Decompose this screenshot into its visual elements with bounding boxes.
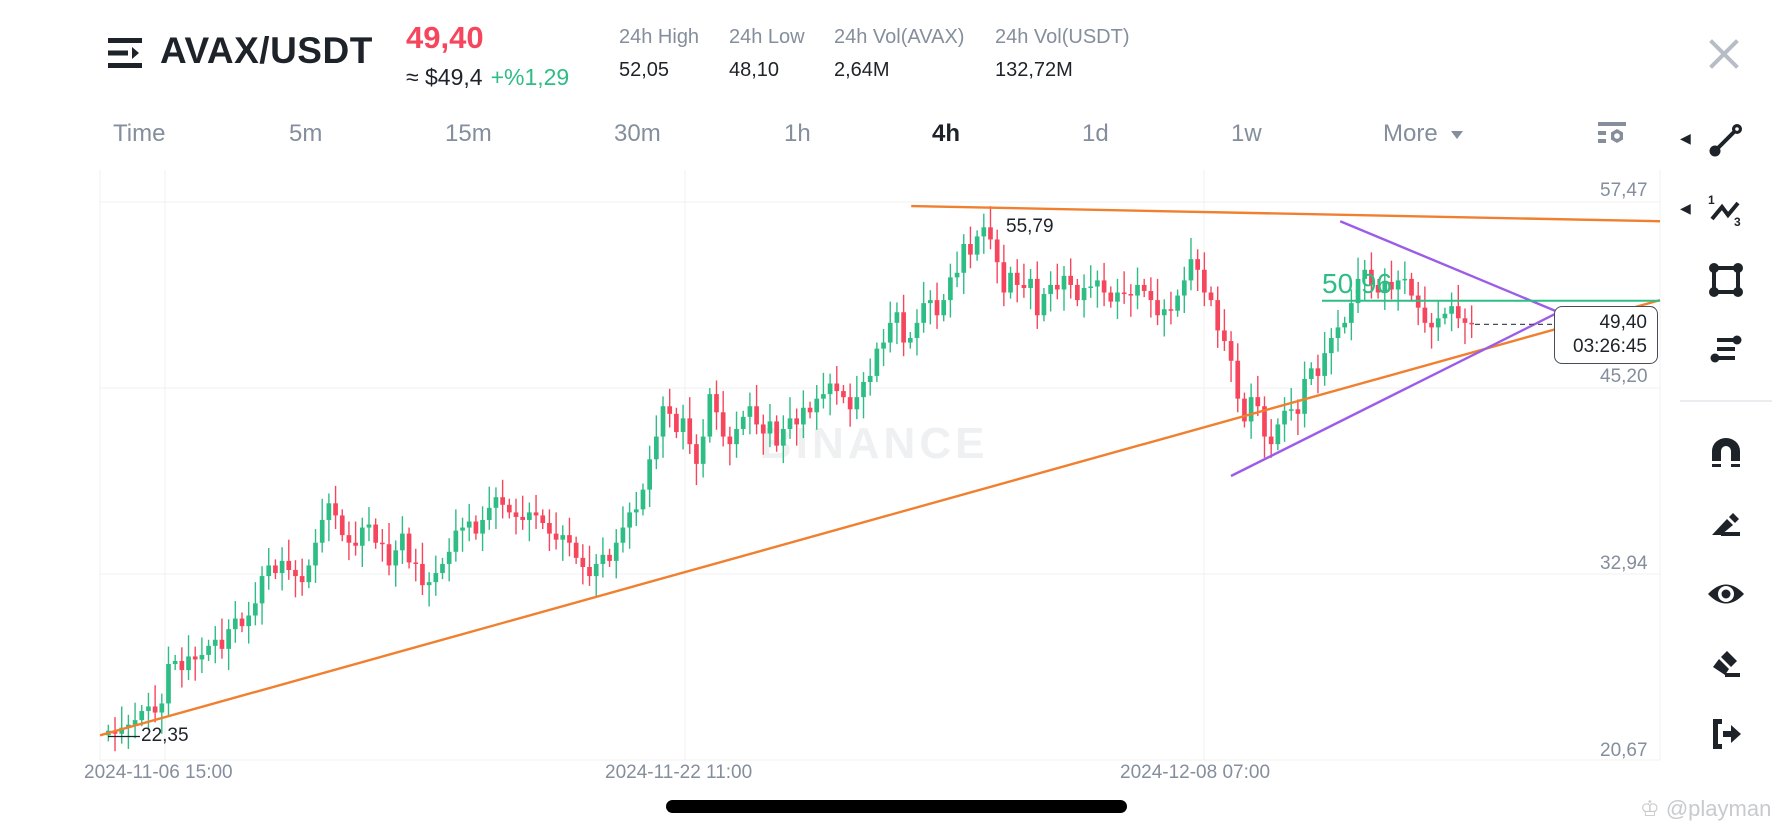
low-marker-label: 22,35: [141, 725, 189, 746]
stat-label: 24h Vol(AVAX): [834, 26, 965, 48]
stat-value: 132,72M: [995, 59, 1073, 81]
y-tick-label: 32,94: [1600, 553, 1648, 574]
tab-time[interactable]: Time: [113, 120, 166, 147]
rectangle-tool[interactable]: [1700, 258, 1752, 302]
high-marker-label: 55,79: [1006, 216, 1054, 237]
credit-watermark: ♔ @playman: [1640, 796, 1772, 821]
tab-15m[interactable]: 15m: [445, 120, 492, 147]
eye-icon: [1708, 584, 1744, 604]
lines-tool[interactable]: [1700, 330, 1752, 374]
pair-title[interactable]: AVAX/USDT: [160, 30, 373, 71]
svg-text:BINANCE: BINANCE: [760, 419, 988, 468]
exit-icon: [1713, 719, 1741, 749]
stat-value: 48,10: [729, 59, 780, 81]
y-tick-label: 45,20: [1600, 366, 1648, 387]
close-icon: [1709, 39, 1739, 69]
menu-icon[interactable]: [108, 36, 144, 70]
y-tick-label: 20,67: [1600, 740, 1648, 761]
level-label[interactable]: 50,96: [1322, 268, 1393, 299]
x-tick-label: 2024-12-08 07:00: [1120, 762, 1271, 783]
trend-line-tool[interactable]: [1700, 118, 1752, 162]
magnet-icon: [1712, 438, 1740, 467]
approx-value: ≈ $49,4: [406, 64, 483, 90]
stat-24h-high: 24h High 52,05: [619, 26, 699, 82]
svg-text:1: 1: [1708, 193, 1715, 207]
pattern-123-icon: 1 3: [1708, 193, 1741, 229]
close-button[interactable]: [1706, 36, 1742, 72]
submenu-arrow-icon[interactable]: ◀: [1680, 200, 1691, 216]
visibility-tool[interactable]: [1700, 572, 1752, 616]
last-price: 49,40: [406, 20, 484, 55]
tab-5m[interactable]: 5m: [289, 120, 323, 147]
trend-line-icon: [1709, 124, 1742, 157]
tab-1d[interactable]: 1d: [1082, 120, 1109, 147]
stat-label: 24h Vol(USDT): [995, 26, 1130, 48]
stat-value: 52,05: [619, 59, 670, 81]
pattern-tool[interactable]: 1 3: [1700, 188, 1752, 232]
chart-settings-icon: [1598, 122, 1626, 143]
eraser-icon: [1713, 651, 1740, 677]
magnet-tool[interactable]: [1700, 430, 1752, 474]
rectangle-icon: [1709, 263, 1743, 297]
candlestick-chart[interactable]: BINANCE: [0, 0, 1670, 790]
tab-4h[interactable]: 4h: [932, 120, 961, 147]
home-indicator: [666, 800, 1127, 813]
stat-24h-low: 24h Low 48,10: [729, 26, 805, 82]
stat-24h-vol-avax: 24h Vol(AVAX) 2,64M: [834, 26, 964, 82]
submenu-arrow-icon[interactable]: ◀: [1680, 130, 1691, 146]
chart-settings-button[interactable]: [1596, 120, 1628, 148]
stat-label: 24h Low: [729, 26, 805, 48]
lines-icon: [1710, 335, 1742, 363]
crown-icon: ♔: [1640, 796, 1666, 821]
toolbar-divider: [1680, 400, 1772, 402]
approx-value-row: ≈ $49,4 +%1,29: [406, 64, 569, 91]
x-tick-label: 2024-11-06 15:00: [84, 762, 233, 783]
change-percent: +%1,29: [490, 64, 570, 90]
current-price: 49,40: [1599, 312, 1647, 333]
pencil-icon: [1712, 513, 1740, 536]
current-price-tag: 49,40 03:26:45: [1554, 306, 1658, 364]
stat-24h-vol-usdt: 24h Vol(USDT) 132,72M: [995, 26, 1130, 82]
tab-more[interactable]: More: [1383, 120, 1464, 148]
tab-1w[interactable]: 1w: [1231, 120, 1262, 147]
candle-countdown: 03:26:45: [1573, 336, 1647, 357]
tab-1h[interactable]: 1h: [784, 120, 811, 147]
exit-tool[interactable]: [1700, 712, 1752, 756]
stat-label: 24h High: [619, 26, 700, 48]
stat-value: 2,64M: [834, 59, 890, 81]
caret-down-icon: [1451, 130, 1464, 139]
more-label: More: [1383, 120, 1438, 147]
x-tick-label: 2024-11-22 11:00: [605, 762, 753, 783]
eraser-tool[interactable]: [1700, 642, 1752, 686]
y-tick-label: 57,47: [1600, 180, 1648, 201]
pencil-tool[interactable]: [1700, 502, 1752, 546]
tab-30m[interactable]: 30m: [614, 120, 661, 147]
svg-text:3: 3: [1734, 215, 1741, 229]
